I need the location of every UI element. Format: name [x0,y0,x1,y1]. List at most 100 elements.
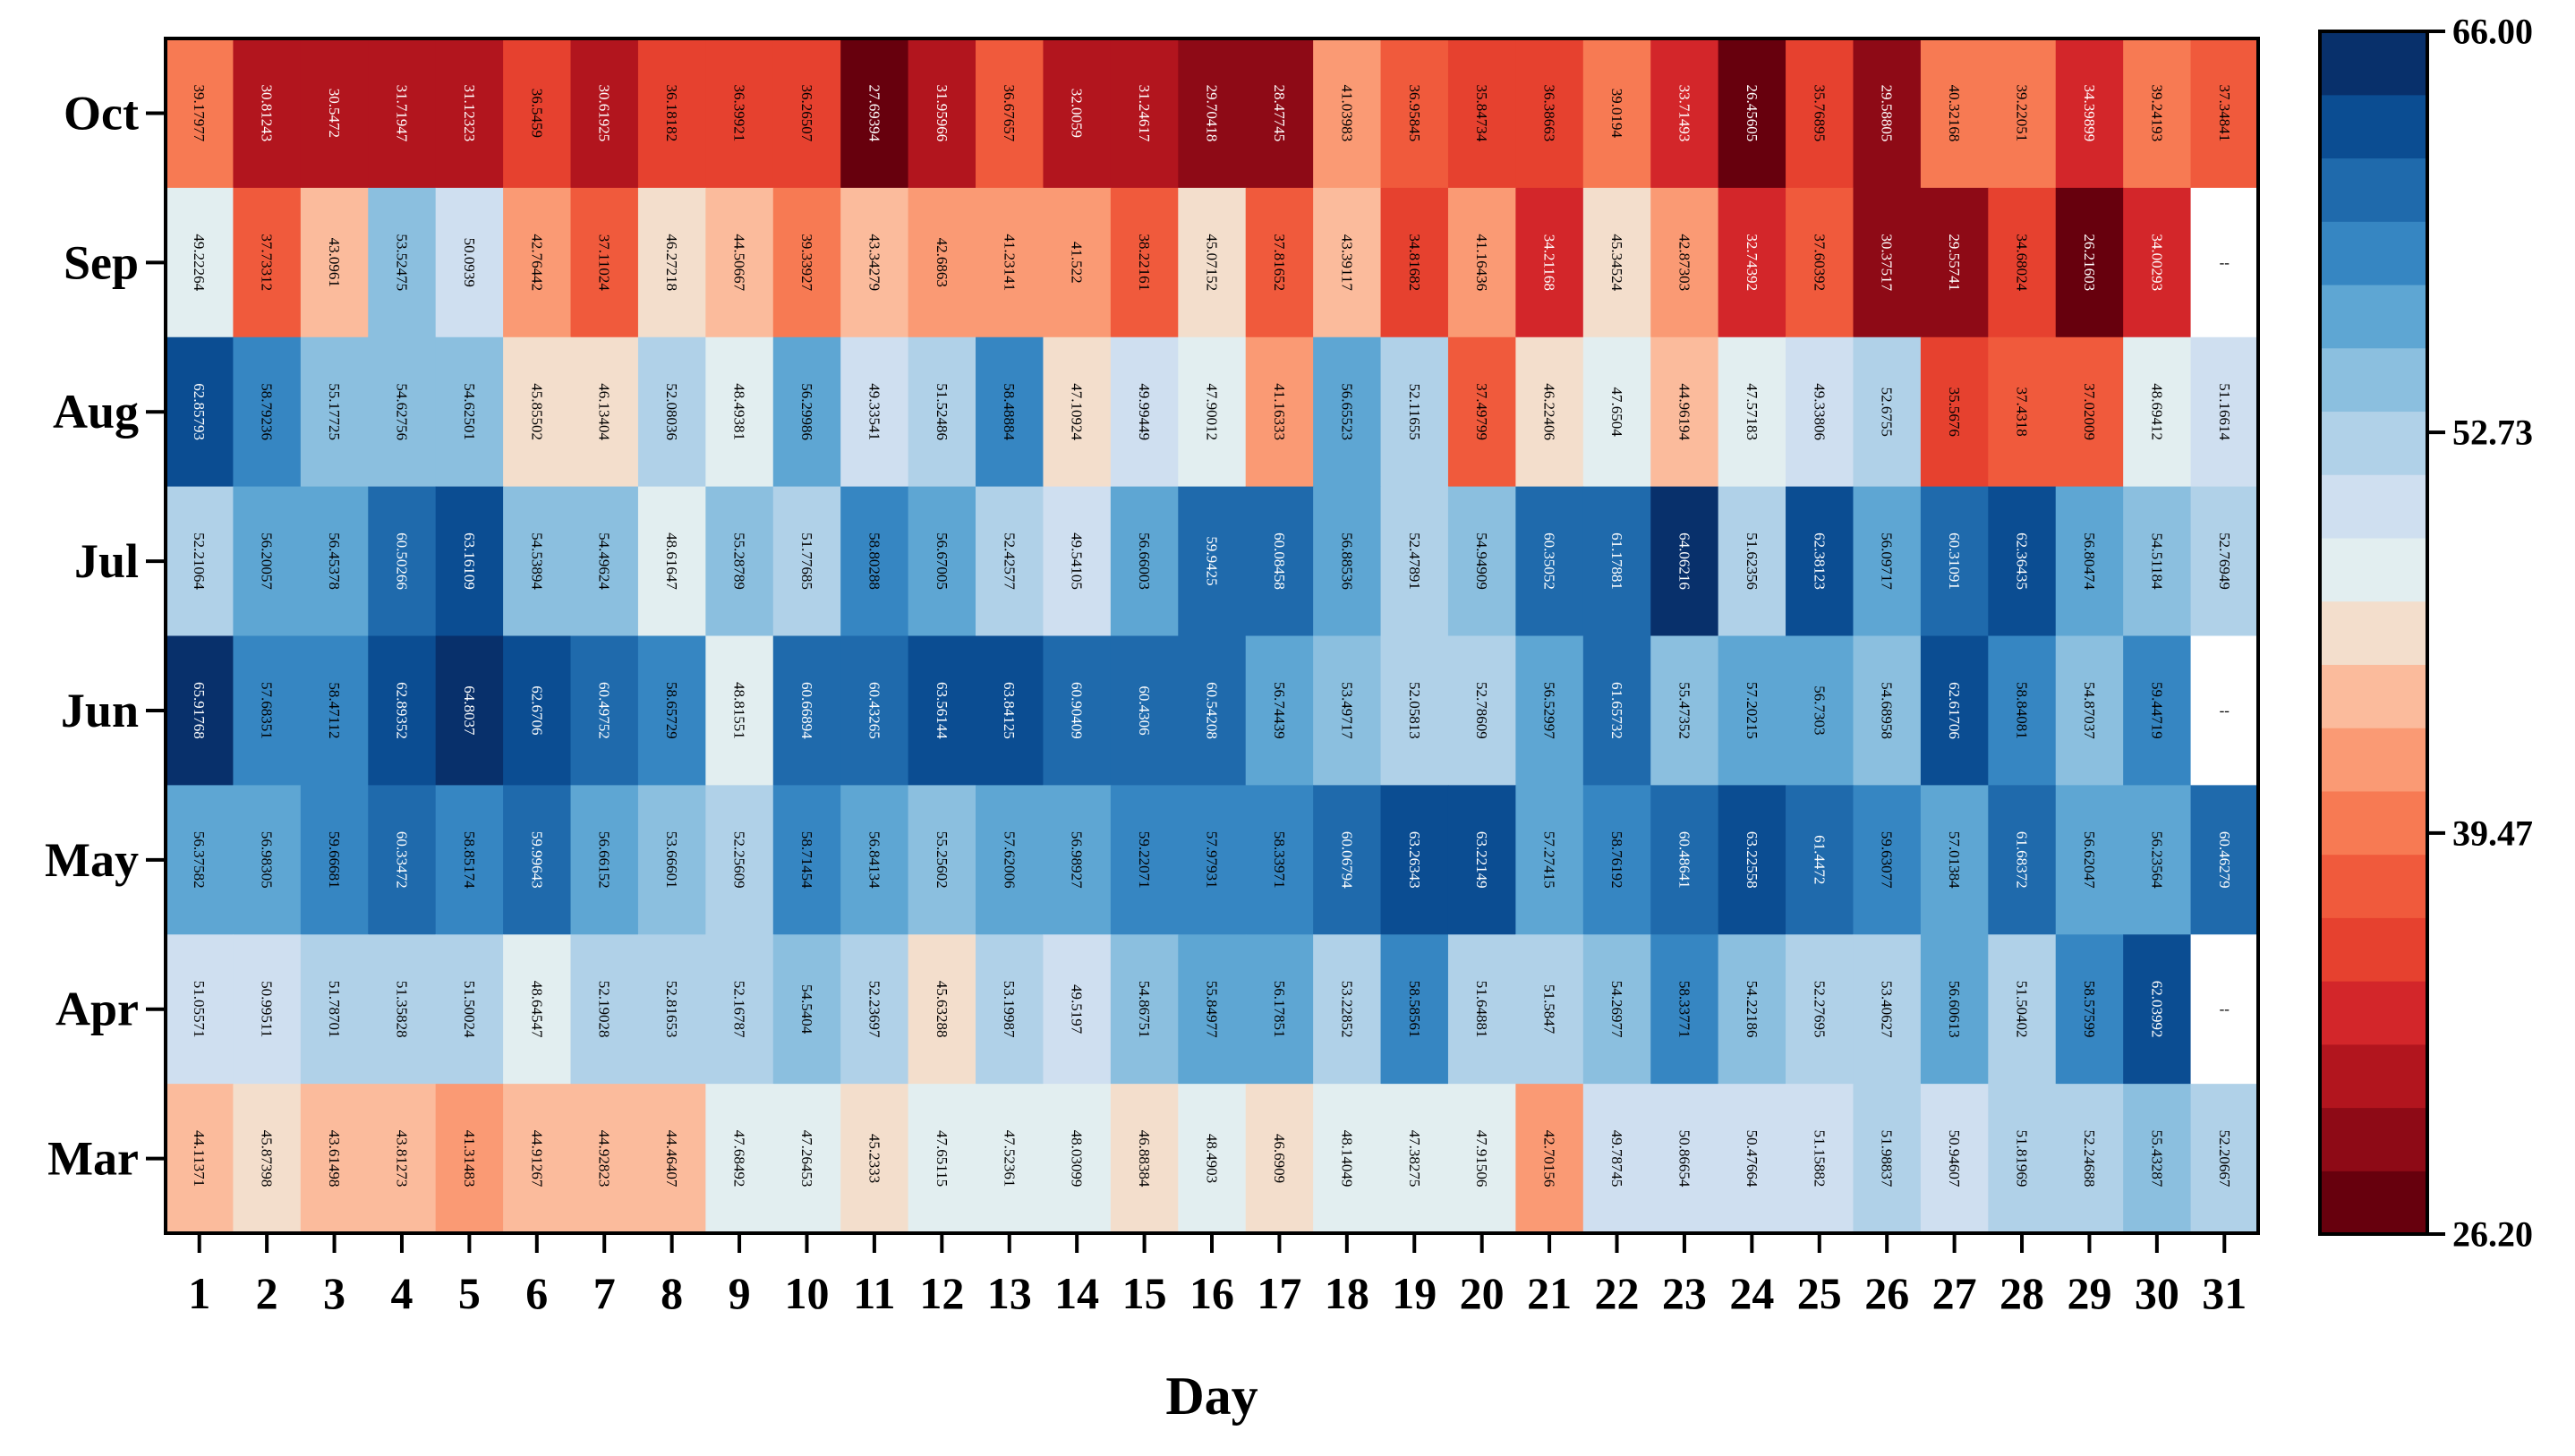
x-tick-label: 3 [323,1268,345,1318]
x-tick-label: 29 [2067,1268,2111,1318]
cell-value-label: 51.50402 [2014,981,2031,1038]
heatmap-cell [772,934,841,1085]
cell-value-label: 51.50024 [461,981,478,1038]
cell-value-label: 49.78745 [1608,1130,1625,1188]
heatmap-cell [435,1084,504,1234]
heatmap-cell [300,187,369,338]
heatmap-cell [570,934,639,1085]
cell-value-label: 56.66152 [596,831,613,889]
cell-value-label: 36.67657 [1001,85,1018,142]
x-tick-label: 7 [593,1268,616,1318]
x-tick-label: 9 [729,1268,751,1318]
cell-value-label: 49.99449 [1136,383,1153,440]
cell-value-label: 60.50266 [393,532,410,590]
heatmap-cell [1380,1084,1449,1234]
x-tick-label: 23 [1662,1268,1707,1318]
cell-value-label: 59.63077 [1879,831,1896,889]
cell-value-label: 37.73312 [259,234,276,291]
heatmap-cell [435,187,504,338]
heatmap-cell [368,1084,437,1234]
heatmap-cell [368,635,437,786]
heatmap-cell [1110,1084,1179,1234]
heatmap-cell [1110,38,1179,189]
cell-value-label: 54.26977 [1608,981,1625,1038]
heatmap-cell [1380,486,1449,637]
x-tick-label: 19 [1392,1268,1437,1318]
heatmap-cell [1988,785,2057,935]
cell-value-label: 26.21603 [2081,234,2098,291]
heatmap-cell [840,785,909,935]
x-tick-label: 30 [2135,1268,2179,1318]
cell-value-label: 58.48884 [1001,383,1018,440]
heatmap-cell [1988,1084,2057,1234]
x-tick-label: 4 [390,1268,413,1318]
heatmap-cell [503,934,572,1085]
cell-value-label: 46.6909 [1271,1134,1288,1183]
cell-value-label: 58.57599 [2081,981,2098,1038]
heatmap-cell [435,934,504,1085]
cell-value-label: 55.43287 [2148,1130,2165,1188]
colorbar-frame [2318,30,2429,1236]
cell-value-label: 47.57183 [1744,383,1761,440]
y-tick-label: Jul [74,534,139,588]
heatmap-cell [840,486,909,637]
heatmap-cell [1043,635,1112,786]
cell-value-label: 58.47112 [326,682,343,738]
cell-value-label: 63.26343 [1406,831,1423,889]
heatmap-cell [1853,934,1922,1085]
cell-value-label: 39.0194 [1608,89,1625,139]
heatmap-cell [2055,486,2124,637]
x-tick-label: 2 [256,1268,278,1318]
cell-value-label: 36.38663 [1541,85,1558,142]
cell-value-label: 33.71493 [1675,85,1693,142]
cell-value-label: 54.5404 [798,984,815,1035]
cell-value-label: 59.44719 [2148,682,2165,739]
cell-value-label: 57.62006 [1001,831,1018,889]
colorbar-segment [2320,790,2427,856]
cell-value-label: 39.33927 [798,234,815,291]
cell-value-label: 58.65729 [663,682,680,739]
heatmap-cell [1178,38,1247,189]
cell-value-label: 48.49381 [731,383,748,440]
cell-value-label: 56.20057 [259,532,276,590]
x-tick-label: 22 [1595,1268,1640,1318]
heatmap-cell [705,635,774,786]
colorbar-segment [2320,1107,2427,1171]
cell-value-label: 55.25602 [934,831,951,889]
heatmap-cell [233,635,302,786]
cell-value-label: 63.84125 [1001,682,1018,739]
colorbar-tick-label: 52.73 [2452,413,2533,453]
heatmap-cell [1447,635,1516,786]
colorbar-segment [2320,1171,2427,1235]
cell-value-label: 47.91506 [1473,1130,1490,1188]
cell-value-label: 54.87037 [2081,682,2098,739]
cell-value-label: 30.61925 [596,85,613,142]
cell-value-label: 36.39921 [731,85,748,142]
cell-value-label: 51.5847 [1541,984,1558,1035]
cell-value-label: 47.10924 [1069,383,1086,440]
x-tick-label: 1 [188,1268,210,1318]
cell-value-label: 52.47891 [1406,532,1423,590]
heatmap-cell [233,187,302,338]
cell-value-label: 50.47664 [1744,1130,1761,1188]
cell-value-label: 56.66003 [1136,532,1153,590]
heatmap-cell [1110,635,1179,786]
cell-value-label: 48.64547 [528,981,545,1038]
heatmap-cell [1920,934,1989,1085]
cell-value-label: 54.22186 [1744,981,1761,1038]
x-tick-label: 31 [2202,1268,2247,1318]
cell-value-label: 26.45605 [1744,85,1761,142]
cell-value-label: 32.74392 [1744,234,1761,291]
heatmap-cell [1447,934,1516,1085]
heatmap-cell [1380,336,1449,488]
heatmap-cell [1582,635,1651,786]
heatmap-cell [1447,1084,1516,1234]
cell-value-label: 47.38275 [1406,1130,1423,1188]
cell-value-label: 49.5197 [1069,984,1086,1035]
cell-value-label: 48.69412 [2148,383,2165,440]
heatmap-cell [1110,336,1179,488]
cell-value-label: 32.0059 [1069,89,1086,138]
cell-value-label: 60.33472 [393,831,410,889]
heatmap-cell [1313,635,1382,786]
cell-value-label: 56.84134 [865,831,882,889]
